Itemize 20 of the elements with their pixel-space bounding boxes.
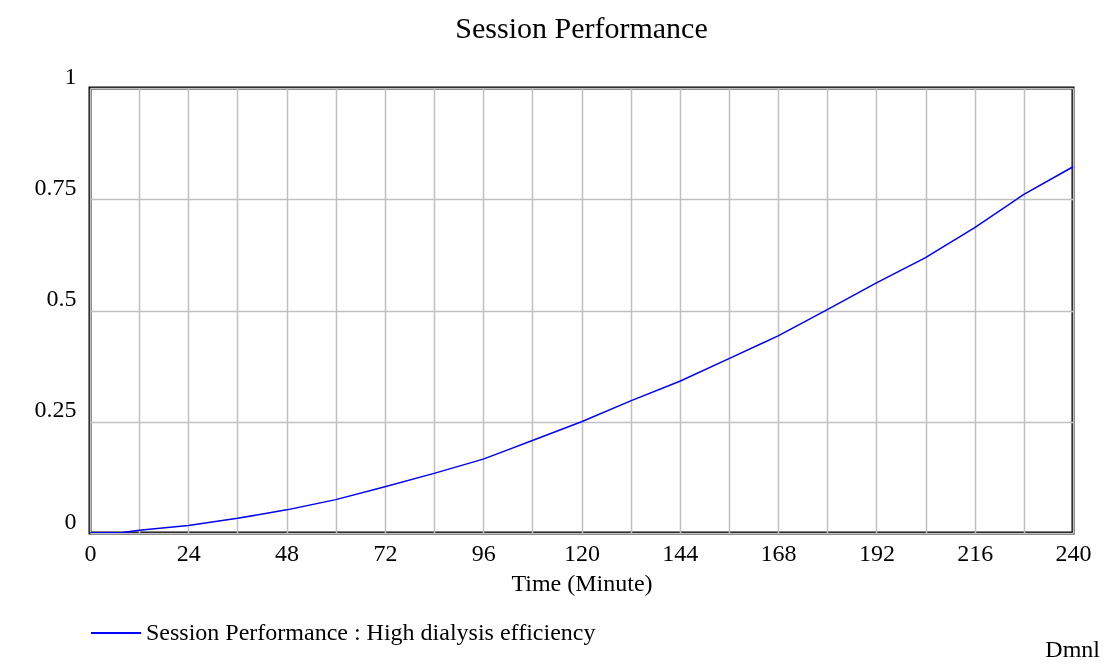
y-tick-label: 0: [64, 507, 77, 534]
y-tick-label: 1: [64, 62, 77, 89]
x-tick-label: 192: [858, 539, 895, 566]
legend-label: Session Performance : High dialysis efficiency: [146, 619, 596, 645]
x-tick-label: 48: [275, 539, 300, 566]
y-tick-label: 0.75: [34, 173, 77, 200]
x-tick-label: 96: [471, 539, 496, 566]
x-tick-label: 24: [176, 539, 201, 566]
x-tick-label: 216: [957, 539, 994, 566]
chart-title: Session Performance: [455, 11, 708, 44]
x-axis-title: Time (Minute): [511, 569, 653, 596]
y-tick-label: 0.25: [34, 396, 77, 423]
text: Dmnl: [1045, 636, 1100, 663]
y-tick-label: 0.5: [46, 285, 77, 311]
x-tick-label: 144: [662, 539, 699, 566]
x-tick-label: 72: [373, 539, 398, 566]
x-tick-label: 168: [760, 539, 797, 566]
x-tick-label: 120: [564, 539, 600, 566]
x-tick-label: 240: [1055, 539, 1092, 566]
x-tick-label: 0: [84, 539, 97, 566]
